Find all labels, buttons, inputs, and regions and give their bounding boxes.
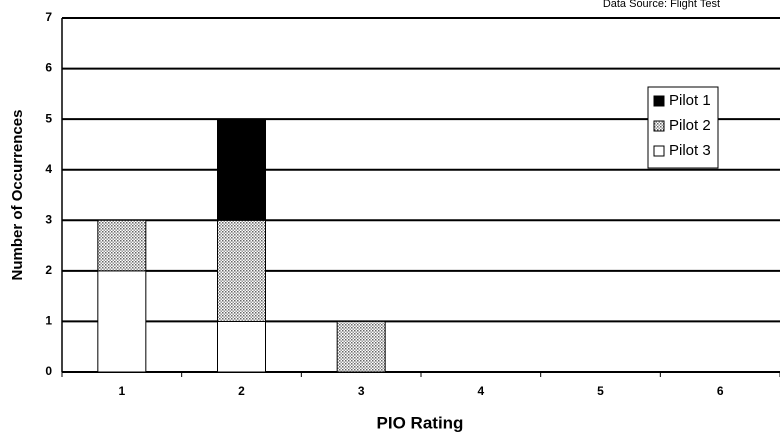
legend-label: Pilot 2 <box>669 117 711 134</box>
y-tick-label: 4 <box>45 162 52 176</box>
y-tick-label: 0 <box>45 364 52 378</box>
legend-label: Pilot 1 <box>669 92 711 109</box>
legend-swatch <box>653 95 665 107</box>
bar-segment <box>217 219 266 322</box>
y-tick-label: 1 <box>45 314 52 328</box>
bar-segment <box>97 219 147 272</box>
y-tick-label: 3 <box>45 212 52 226</box>
legend-swatch <box>653 145 665 157</box>
bar-segment <box>336 320 386 373</box>
y-tick-label: 2 <box>45 263 52 277</box>
x-tick-label: 1 <box>118 384 125 398</box>
y-tick-label: 7 <box>45 10 52 24</box>
subtitle: Data Source: Flight Test <box>603 0 720 10</box>
x-tick-label: 2 <box>238 384 245 398</box>
x-tick-label: 6 <box>717 384 724 398</box>
bar-segment <box>217 320 266 373</box>
y-tick-label: 6 <box>45 61 52 75</box>
bar-segment <box>217 118 266 221</box>
y-axis-label: Number of Occurrences <box>9 110 26 281</box>
bar-segment <box>97 270 147 373</box>
y-tick-label: 5 <box>45 111 52 125</box>
x-tick-label: 4 <box>477 384 484 398</box>
legend-swatch <box>653 120 665 132</box>
x-tick-label: 3 <box>358 384 365 398</box>
x-axis-label: PIO Rating <box>377 413 464 432</box>
legend-label: Pilot 3 <box>669 142 711 159</box>
x-tick-label: 5 <box>597 384 604 398</box>
